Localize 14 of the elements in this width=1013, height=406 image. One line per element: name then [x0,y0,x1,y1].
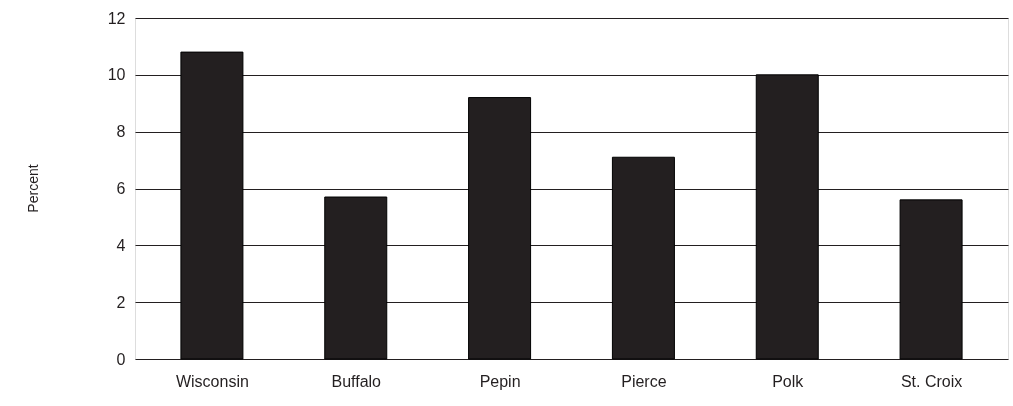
x-tick-label: Polk [772,372,805,390]
x-tick-label: Pepin [479,372,521,390]
y-axis-title: Percent [24,164,41,213]
y-tick-label: 6 [116,180,126,197]
y-tick-label: 4 [116,236,126,254]
x-tick-label: St. Croix [900,372,963,390]
x-tick-label: Buffalo [331,372,382,390]
x-tick-label: Wisconsin [175,372,249,390]
y-tick-label: 0 [116,350,126,368]
y-tick-label: 10 [107,66,126,84]
y-tick-label: 2 [116,293,126,311]
y-tick-label: 12 [107,9,126,27]
y-tick-label: 8 [116,123,126,141]
x-tick-label: Pierce [621,372,667,390]
